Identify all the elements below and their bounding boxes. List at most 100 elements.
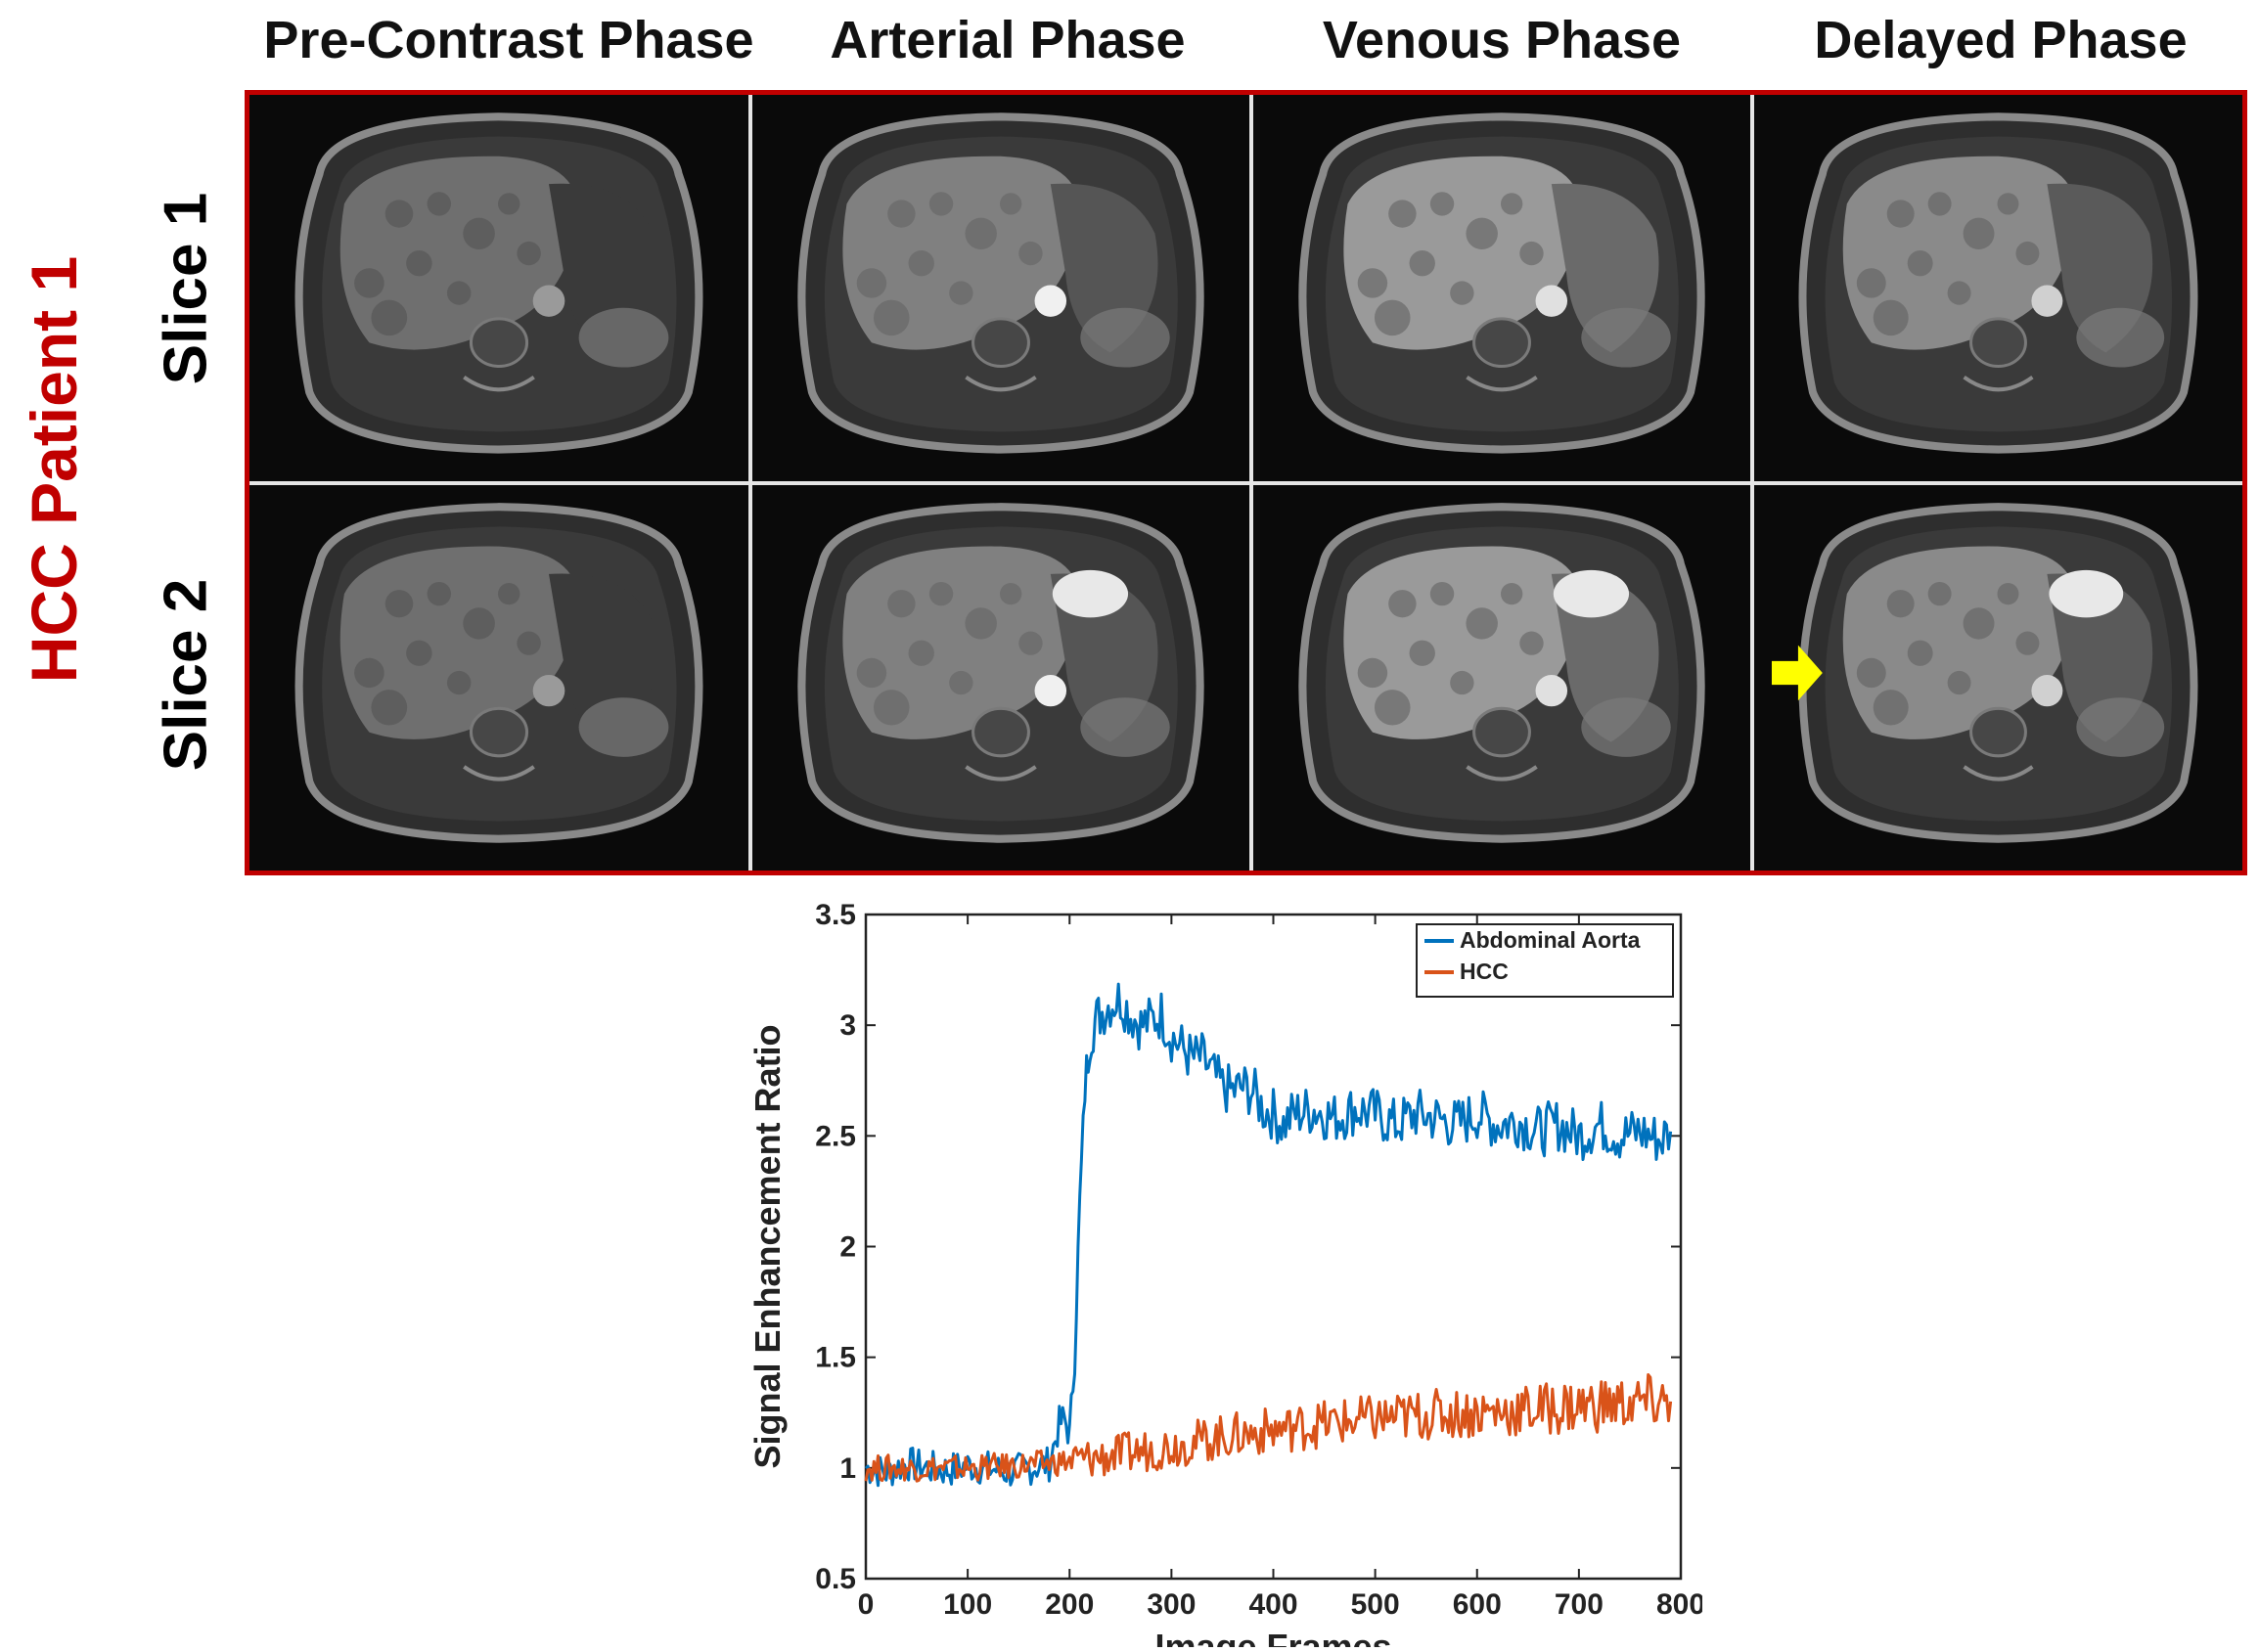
lesion	[1947, 670, 1971, 695]
mri-slice1-precontrast	[249, 95, 748, 481]
lesion	[1519, 631, 1544, 655]
mri-image	[1754, 95, 2242, 481]
mri-slice2-precontrast	[249, 485, 748, 871]
slice-label-2-text: Slice 2	[152, 578, 220, 772]
phase-title-delayed: Delayed Phase	[1814, 11, 2188, 69]
vertebra	[469, 706, 529, 758]
lesion	[908, 640, 934, 666]
lesion	[517, 241, 541, 266]
lesion	[1927, 582, 1952, 606]
lesion	[928, 192, 954, 216]
lesion	[999, 583, 1022, 605]
lesion	[1519, 241, 1544, 266]
lesion	[908, 250, 934, 277]
x-tick-label: 200	[1045, 1588, 1094, 1621]
lesion	[1450, 281, 1474, 305]
mri-image	[249, 95, 748, 481]
lesion	[928, 582, 954, 606]
mri-image	[752, 485, 1249, 871]
lesion	[1388, 200, 1417, 228]
legend-label: Abdominal Aorta	[1460, 927, 1641, 953]
y-tick-label: 2	[839, 1231, 856, 1264]
lesion-arrow-icon	[1771, 645, 1823, 701]
grid-divider-h	[249, 481, 2242, 485]
aorta	[2031, 674, 2063, 707]
lesion	[1429, 582, 1455, 606]
lesion	[949, 670, 973, 695]
mri-image	[752, 95, 1249, 481]
patient-label-text: HCC Patient 1	[18, 255, 90, 684]
aorta	[2031, 285, 2063, 317]
aorta	[1535, 674, 1568, 707]
lesion	[1018, 631, 1043, 655]
vertebra	[971, 317, 1030, 369]
y-tick-label: 1.5	[815, 1342, 856, 1374]
stomach-enhancement	[2049, 569, 2124, 618]
lesion	[1429, 192, 1455, 216]
lesion	[1907, 250, 1933, 277]
lesion	[1500, 193, 1523, 215]
y-tick-label: 3.5	[815, 899, 856, 931]
lesion	[887, 200, 916, 228]
lesion	[384, 590, 414, 618]
lesion	[497, 583, 520, 605]
lesion	[1886, 200, 1915, 228]
lesion	[2015, 631, 2040, 655]
lesion	[1927, 192, 1952, 216]
y-tick-label: 0.5	[815, 1563, 856, 1595]
aorta	[1034, 285, 1067, 317]
lesion	[2015, 241, 2040, 266]
lesion	[1466, 607, 1498, 640]
aorta	[1034, 674, 1067, 707]
mri-slice2-arterial	[752, 485, 1249, 871]
vertebra	[1472, 706, 1531, 758]
mri-image-grid	[245, 90, 2247, 875]
y-tick-label: 3	[839, 1009, 856, 1042]
lesion	[1357, 268, 1388, 298]
y-tick-label: 2.5	[815, 1120, 856, 1152]
x-tick-label: 0	[858, 1588, 875, 1621]
mri-image	[1754, 485, 2242, 871]
lesion	[463, 217, 495, 249]
lesion	[949, 281, 973, 305]
lesion	[1357, 657, 1388, 689]
lesion	[1500, 583, 1523, 605]
phase-title-venous: Venous Phase	[1322, 11, 1682, 69]
lesion	[1856, 268, 1886, 298]
lesion	[965, 607, 997, 640]
lesion	[1374, 690, 1411, 726]
lesion	[1018, 241, 1043, 266]
lesion	[497, 193, 520, 215]
stomach-enhancement	[1553, 569, 1630, 618]
legend-label: HCC	[1460, 959, 1509, 984]
stomach-enhancement	[1052, 569, 1129, 618]
lesion	[1374, 299, 1411, 336]
slice-label-1-text: Slice 1	[152, 192, 220, 385]
mri-slice1-delayed	[1754, 95, 2242, 481]
lesion	[1997, 583, 2019, 605]
chart-svg: 0 100 200 300 400 500 600 700 800 0.5 1 1.5 2 2.5 3 3.5…	[747, 899, 1705, 1652]
aorta	[532, 285, 565, 317]
series-line-hcc	[864, 1373, 1673, 1483]
x-axis-label: Image Frames	[1154, 1627, 1391, 1647]
x-tick-label: 300	[1147, 1588, 1196, 1621]
x-tick-label: 600	[1453, 1588, 1502, 1621]
lesion	[1873, 299, 1909, 336]
lesion	[873, 299, 910, 336]
lesion	[517, 631, 541, 655]
lesion	[427, 192, 452, 216]
x-tick-label: 700	[1555, 1588, 1604, 1621]
x-tick-label: 800	[1656, 1588, 1702, 1621]
lesion	[384, 200, 414, 228]
lesion	[406, 250, 432, 277]
lesion	[965, 217, 997, 249]
lesion	[1963, 607, 1995, 640]
lesion	[354, 657, 384, 689]
lesion	[446, 281, 472, 305]
lesion	[1886, 590, 1915, 618]
mri-image	[1253, 485, 1750, 871]
lesion	[463, 607, 495, 640]
lesion	[873, 690, 910, 726]
lesion	[1963, 217, 1995, 249]
lesion	[354, 268, 384, 298]
